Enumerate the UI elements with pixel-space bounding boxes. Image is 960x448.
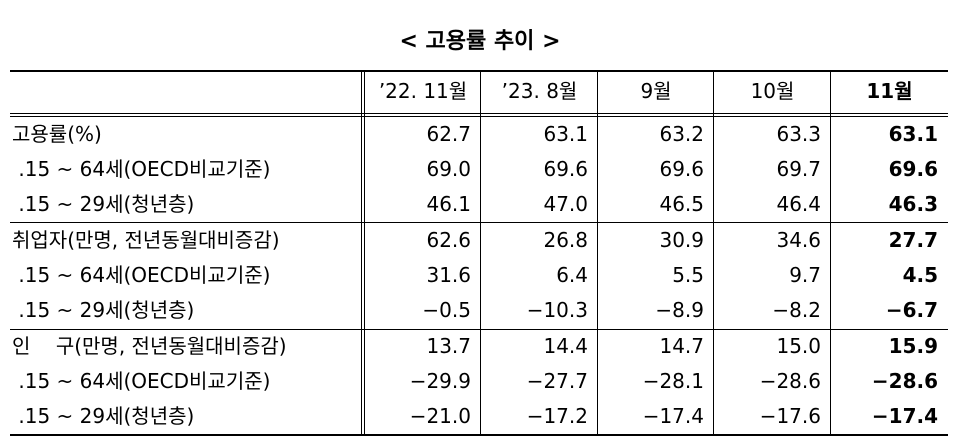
cell: 31.6	[426, 263, 471, 287]
cell: 63.2	[659, 122, 704, 146]
cell: 62.7	[426, 122, 471, 146]
row-label: .15 ~ 64세(OECD비교기준)	[12, 157, 271, 181]
cell: −10.3	[526, 298, 588, 322]
cell: −27.7	[526, 369, 588, 393]
cell: −28.1	[642, 369, 704, 393]
cell: 46.5	[659, 192, 704, 216]
cell: 26.8	[543, 228, 588, 252]
row-label: .15 ~ 29세(청년층)	[12, 192, 195, 216]
row-label: .15 ~ 29세(청년층)	[12, 404, 195, 428]
cell: −17.6	[759, 404, 821, 428]
cell: 6.4	[556, 263, 588, 287]
cell: 69.0	[426, 157, 471, 181]
cell: −28.6	[871, 369, 938, 393]
cell: 15.9	[888, 334, 938, 358]
cell: 27.7	[888, 228, 938, 252]
cell: 5.5	[672, 263, 704, 287]
row-label: .15 ~ 29세(청년층)	[12, 298, 195, 322]
cell: −17.2	[526, 404, 588, 428]
cell: −29.9	[409, 369, 471, 393]
cell: −0.5	[422, 298, 471, 322]
cell: 63.1	[888, 122, 938, 146]
cell: 69.6	[543, 157, 588, 181]
cell: 13.7	[426, 334, 471, 358]
cell: 9.7	[789, 263, 821, 287]
rule	[713, 70, 714, 434]
cell: 46.3	[888, 192, 938, 216]
cell: 30.9	[659, 228, 704, 252]
row-label: 인 구(만명, 전년동월대비증감)	[12, 334, 287, 358]
cell: 47.0	[543, 192, 588, 216]
row-label: 취업자(만명, 전년동월대비증감)	[12, 228, 280, 252]
row-label: 고용률(%)	[12, 122, 102, 146]
cell: 14.4	[543, 334, 588, 358]
rule	[10, 434, 948, 436]
cell: 34.6	[776, 228, 821, 252]
cell: −8.2	[772, 298, 821, 322]
rule	[10, 70, 948, 72]
cell: −6.7	[885, 298, 938, 322]
column-header: 9월	[640, 79, 672, 103]
rule	[364, 70, 365, 434]
column-header: ’23. 8월	[501, 79, 578, 103]
cell: 69.7	[776, 157, 821, 181]
cell: −21.0	[409, 404, 471, 428]
cell: −28.6	[759, 369, 821, 393]
rule	[10, 116, 948, 117]
cell: −17.4	[642, 404, 704, 428]
cell: 46.4	[776, 192, 821, 216]
cell: 15.0	[776, 334, 821, 358]
cell: 69.6	[888, 157, 938, 181]
rule	[10, 329, 948, 330]
cell: 14.7	[659, 334, 704, 358]
cell: 62.6	[426, 228, 471, 252]
cell: 63.1	[543, 122, 588, 146]
column-header: ’22. 11월	[378, 79, 468, 103]
row-label: .15 ~ 64세(OECD비교기준)	[12, 369, 271, 393]
cell: 63.3	[776, 122, 821, 146]
cell: 4.5	[902, 263, 938, 287]
column-header: 10월	[750, 79, 795, 103]
rule	[480, 70, 481, 434]
rule	[361, 70, 362, 434]
cell: −17.4	[871, 404, 938, 428]
rule	[597, 70, 598, 434]
column-header: 11월	[866, 79, 913, 103]
rule	[10, 222, 948, 223]
cell: 69.6	[659, 157, 704, 181]
rule	[10, 113, 948, 114]
title: < 고용률 추이 >	[399, 29, 561, 54]
cell: −8.9	[655, 298, 704, 322]
row-label: .15 ~ 64세(OECD비교기준)	[12, 263, 271, 287]
cell: 46.1	[426, 192, 471, 216]
rule	[830, 70, 831, 434]
